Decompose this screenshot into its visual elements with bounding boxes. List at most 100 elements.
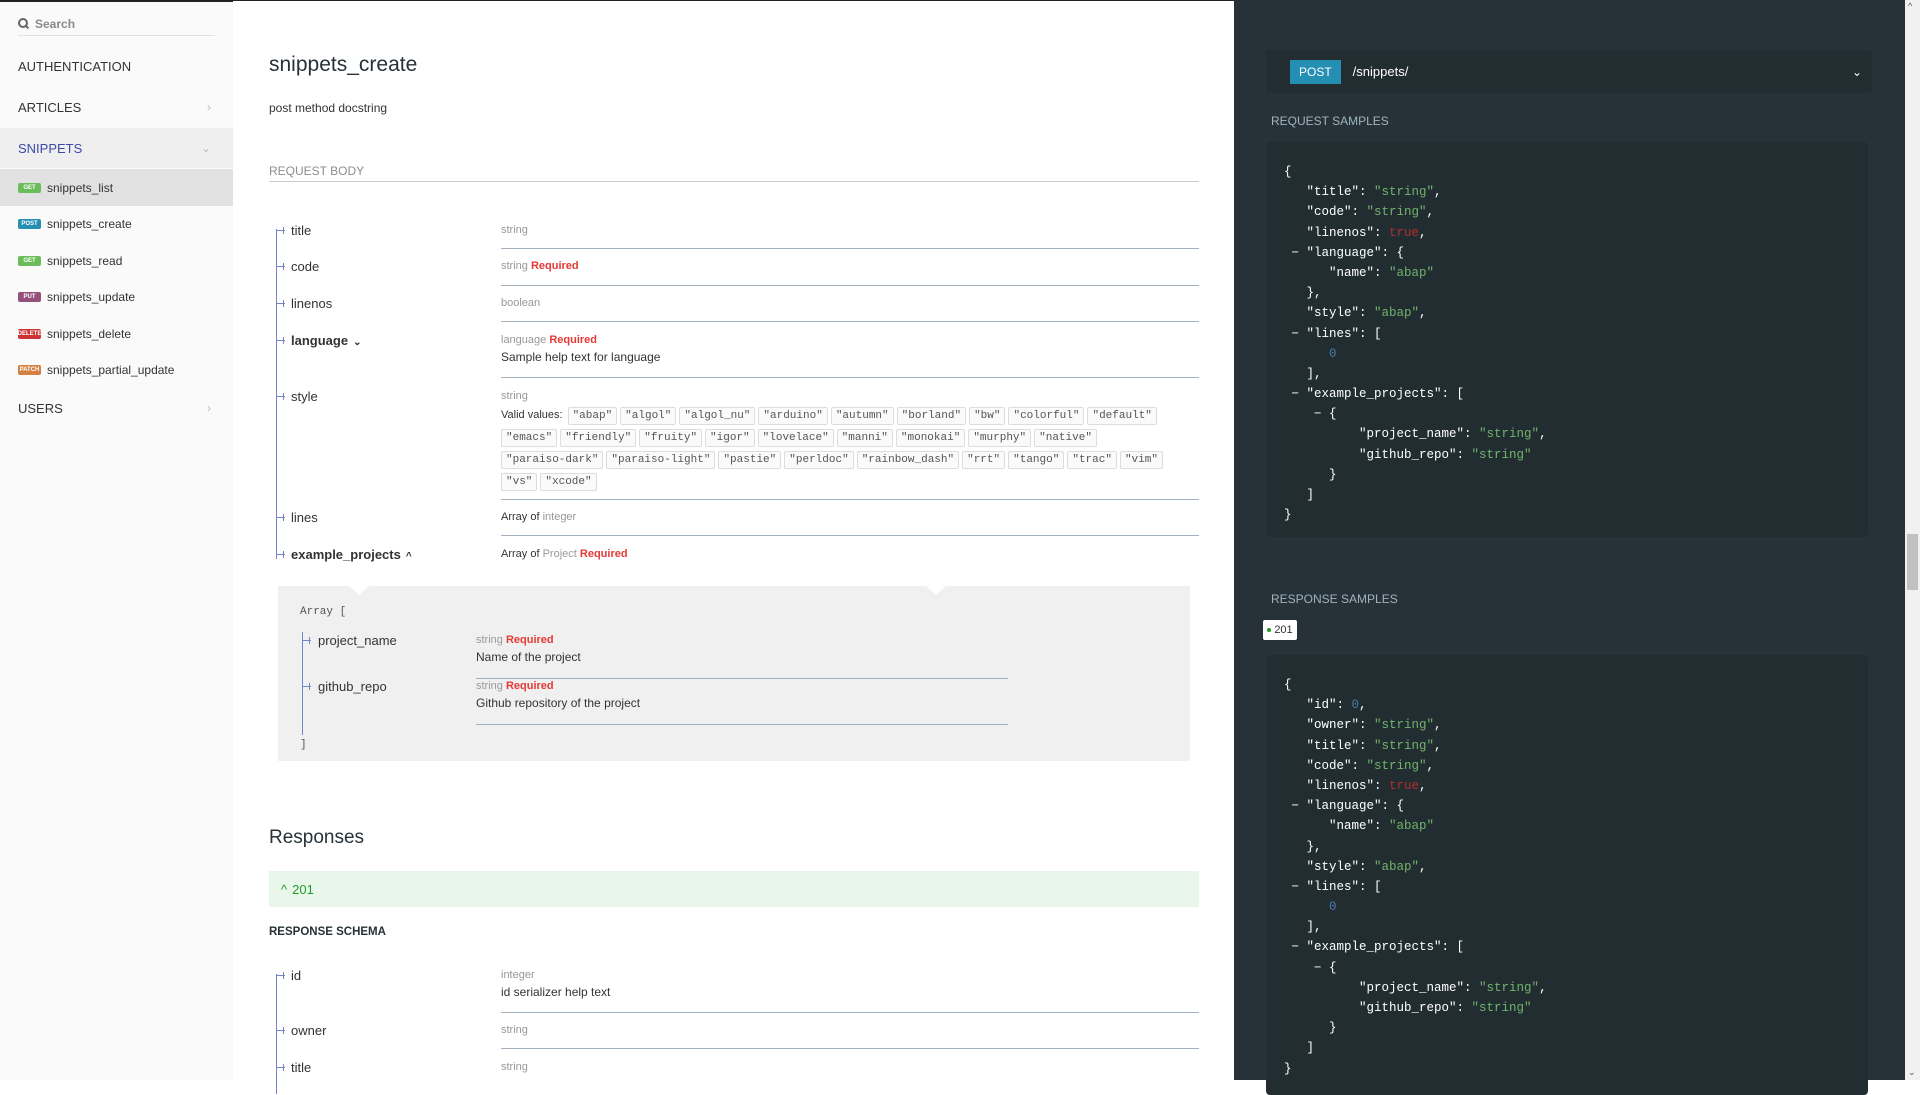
collapse-toggle[interactable]: − <box>1284 387 1307 402</box>
code-token: , <box>1539 980 1547 995</box>
sidebar-section-users[interactable]: USERS › <box>0 388 233 428</box>
code-value: "string" <box>1366 758 1427 773</box>
code-token <box>1284 347 1329 361</box>
code-token: , <box>1434 185 1442 200</box>
collapse-toggle[interactable]: − <box>1284 799 1307 814</box>
tree-connector <box>276 1067 285 1068</box>
field-type: boolean <box>501 297 1201 309</box>
field-type-cell: string Valid values: "abap" "algol" "algol_n… <box>501 390 1201 494</box>
method-badge: DELETE <box>17 328 42 339</box>
scroll-down-icon[interactable]: ⌄ <box>1908 1067 1916 1077</box>
method-badge: GET <box>18 255 41 266</box>
response-schema-label: RESPONSE SCHEMA <box>269 926 386 938</box>
response-tab-201[interactable]: 201 <box>1263 620 1297 640</box>
code-line: "owner": "string", <box>1284 715 1868 735</box>
tree-connector <box>276 230 285 231</box>
type-name: language <box>501 334 547 346</box>
chevron-down-icon: ⌄ <box>200 141 211 155</box>
sidebar-item-snippets_delete[interactable]: DELETE snippets_delete <box>0 315 233 352</box>
enum-value: "arduino" <box>758 407 828 425</box>
enum-value: "igor" <box>705 429 755 447</box>
enum-value: "vim" <box>1119 451 1163 469</box>
scrollbar[interactable]: ^ ⌄ <box>1905 0 1920 1080</box>
sidebar-item-snippets_list[interactable]: GET snippets_list <box>0 169 233 206</box>
code-line: }, <box>1284 283 1868 303</box>
code-line: "name": "abap" <box>1284 263 1868 283</box>
type-name: string <box>501 224 528 236</box>
collapse-toggle[interactable]: − { <box>1284 407 1337 422</box>
field-type-cell: string <box>501 1024 1201 1036</box>
type-name: string <box>501 1061 528 1073</box>
code-token: }, <box>1284 839 1322 854</box>
sidebar-item-snippets_read[interactable]: GET snippets_read <box>0 242 233 279</box>
code-line: − "example_projects": [ <box>1284 937 1868 957</box>
code-token <box>1284 698 1307 712</box>
response-201-toggle[interactable]: ^ 201 <box>269 871 1199 907</box>
chevron-down-icon: ⌄ <box>1851 64 1862 79</box>
enum-value: "abap" <box>567 407 618 425</box>
chevron-up-icon[interactable]: ^ <box>405 551 412 562</box>
valid-values-label: Valid values: <box>501 409 563 421</box>
field-name[interactable]: example_projects ^ <box>291 547 412 562</box>
row-divider <box>476 678 1008 679</box>
scrollbar-thumb[interactable] <box>1907 534 1918 590</box>
enum-value: "native" <box>1034 429 1097 447</box>
scroll-up-icon[interactable]: ^ <box>1908 1 1913 11</box>
field-type: string <box>501 1061 1201 1073</box>
code-token <box>1284 448 1359 462</box>
code-token: "lines": [ <box>1306 879 1382 894</box>
code-value: 0 <box>1329 900 1337 915</box>
tree-tick <box>283 393 284 400</box>
sidebar-section-articles[interactable]: ARTICLES › <box>0 87 233 127</box>
code-line: "code": "string", <box>1284 202 1868 222</box>
search-icon <box>18 18 29 29</box>
code-value: "string" <box>1366 205 1427 220</box>
code-token: "github_repo": <box>1359 447 1472 462</box>
field-type-cell: integer id serializer help text <box>501 969 1201 999</box>
enum-value: "friendly" <box>560 429 637 447</box>
code-token <box>1284 981 1359 995</box>
sidebar-item-snippets_partial_update[interactable]: PATCH snippets_partial_update <box>0 352 233 389</box>
field-name[interactable]: language ⌄ <box>291 333 361 348</box>
chevron-down-icon[interactable]: ⌄ <box>353 337 362 348</box>
collapse-toggle[interactable]: − <box>1284 326 1307 341</box>
sidebar-item-label: snippets_partial_update <box>47 363 175 377</box>
sidebar-section-snippets[interactable]: SNIPPETS ⌄ <box>0 128 233 168</box>
collapse-toggle[interactable]: − <box>1284 879 1307 894</box>
code-value: "string" <box>1374 185 1435 200</box>
field-name: id <box>291 968 301 983</box>
field-description: Github repository of the project <box>476 696 641 710</box>
tree-line <box>276 229 277 559</box>
search-box[interactable] <box>18 12 215 36</box>
collapse-toggle[interactable]: − <box>1284 245 1307 260</box>
sidebar-item-snippets_create[interactable]: POST snippets_create <box>0 206 233 243</box>
sidebar-item-snippets_update[interactable]: PUT snippets_update <box>0 279 233 316</box>
field-name-text: title <box>291 1060 312 1075</box>
code-token <box>1284 759 1307 773</box>
collapse-toggle[interactable]: − { <box>1284 960 1337 975</box>
enum-value: "borland" <box>896 407 967 425</box>
method-badge: GET <box>18 182 41 193</box>
request-body-label: REQUEST BODY <box>269 164 365 178</box>
search-input[interactable] <box>35 16 205 31</box>
field-type-cell: boolean <box>501 297 1201 309</box>
enum-value: "paraiso-light" <box>606 451 716 469</box>
code-token: ] <box>1284 488 1315 502</box>
sidebar-section-authentication[interactable]: AUTHENTICATION <box>0 46 233 86</box>
field-name-text: lines <box>291 510 318 525</box>
code-token: "style": <box>1306 306 1375 321</box>
collapse-toggle[interactable]: − <box>1284 940 1307 955</box>
tree-connector <box>276 554 285 555</box>
enum-value: "tango" <box>1008 451 1065 469</box>
code-value: "abap" <box>1374 859 1420 874</box>
array-open: Array [ <box>300 606 347 618</box>
code-token: "lines": [ <box>1306 326 1382 341</box>
code-line: − "example_projects": [ <box>1284 384 1868 404</box>
code-value: "abap" <box>1389 265 1435 280</box>
field-type-cell: Array of integer <box>501 511 1201 523</box>
code-line: "project_name": "string", <box>1284 424 1868 444</box>
type-name: integer <box>501 969 535 981</box>
row-divider <box>501 285 1199 286</box>
chevron-right-icon: › <box>207 100 211 114</box>
endpoint-bar[interactable]: POST /snippets/ ⌄ <box>1266 50 1872 93</box>
